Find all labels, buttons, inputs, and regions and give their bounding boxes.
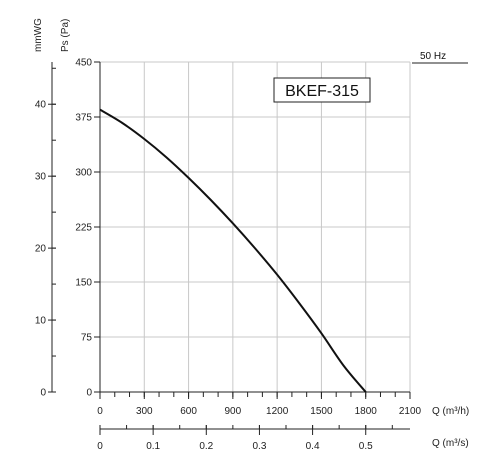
x-primary-tick-label: 2100 [399,406,422,417]
y-secondary-unit-label: mmWG [33,18,44,52]
y-primary-tick-label: 450 [75,58,92,69]
pressure-curve [99,108,367,393]
x-primary-unit-label: Q (m³/h) [432,406,469,417]
y-primary-tick-label: 150 [75,278,92,289]
x-primary-tick-label: 900 [225,406,242,417]
y-primary-unit-label: Ps (Pa) [60,19,71,52]
y-primary-tick-label: 0 [86,388,92,399]
x-secondary-tick-label: 0 [97,441,103,452]
y-secondary-tick-label: 10 [35,316,47,327]
grid [100,61,411,392]
x-secondary-tick-label: 0.3 [252,441,266,452]
x-secondary-tick-label: 0.1 [146,441,160,452]
y-primary-tick-label: 225 [75,223,92,234]
model-label-box: BKEF-315 [273,77,371,103]
y-secondary-axis: 0 10 20 30 40 [35,62,56,399]
x-primary-tick-label: 1200 [266,406,289,417]
x-primary-tick-label: 1500 [310,406,333,417]
y-secondary-tick-label: 0 [40,388,46,399]
x-secondary-unit-label: Q (m³/s) [432,438,469,449]
y-primary-axis: 0 75 150 225 300 375 450 [75,58,100,399]
x-primary-axis: 0 300 600 900 1200 1500 1800 2100 [97,392,422,417]
y-secondary-tick-label: 20 [35,244,47,255]
y-secondary-tick-label: 40 [35,100,47,111]
x-secondary-axis: 0 0.1 0.2 0.3 0.4 0.5 [97,425,410,452]
frequency-label-group: 50 Hz [412,51,468,64]
y-primary-tick-label: 75 [81,333,93,344]
model-label: BKEF-315 [285,83,359,100]
y-primary-tick-label: 375 [75,113,92,124]
x-secondary-tick-label: 0.5 [359,441,373,452]
x-secondary-tick-label: 0.4 [306,441,320,452]
x-primary-tick-label: 1800 [355,406,378,417]
x-primary-tick-label: 0 [97,406,103,417]
y-secondary-tick-label: 30 [35,172,47,183]
frequency-label: 50 Hz [420,51,446,62]
series-curve [99,108,367,393]
x-primary-tick-label: 300 [136,406,153,417]
x-primary-tick-label: 600 [180,406,197,417]
x-secondary-tick-label: 0.2 [199,441,213,452]
y-primary-tick-label: 300 [75,168,92,179]
